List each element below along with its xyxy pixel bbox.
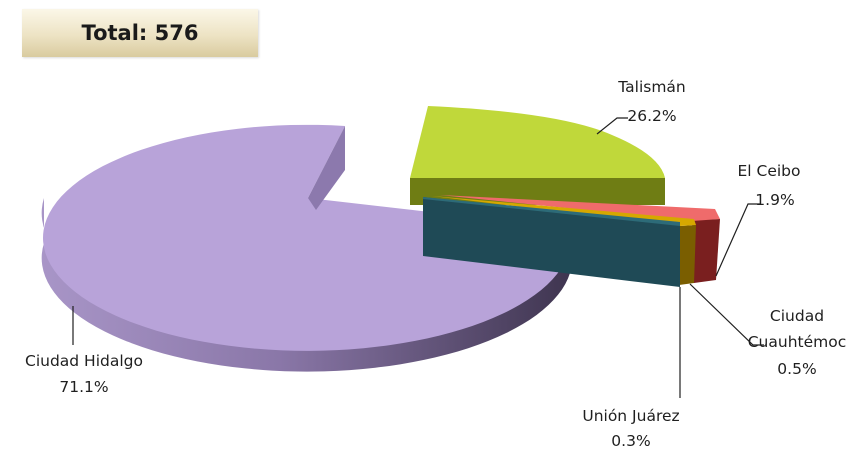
leader-line-el-ceibo xyxy=(715,203,760,277)
slice-ciudad-hidalgo xyxy=(41,124,571,372)
label-ciudad-cuauhtemoc-name-line2: Cuauhtémoc xyxy=(748,333,847,351)
slice-el-ceibo xyxy=(440,195,720,283)
label-union-juarez-value: 0.3% xyxy=(611,432,650,450)
label-talisman-name: Talismán xyxy=(617,78,686,96)
total-box: Total: 576 xyxy=(22,9,258,57)
label-union-juarez-name: Unión Juárez xyxy=(582,407,679,425)
label-ciudad-hidalgo-name: Ciudad Hidalgo xyxy=(25,352,143,370)
slice-ciudad-cuauhtemoc-side xyxy=(679,225,696,285)
slice-el-ceibo-side xyxy=(692,219,720,283)
total-label: Total: 576 xyxy=(81,21,199,45)
slice-union-juarez-side xyxy=(423,197,680,287)
slice-union-juarez-top xyxy=(423,197,680,226)
label-ciudad-hidalgo-value: 71.1% xyxy=(59,378,108,396)
slice-el-ceibo-top xyxy=(440,195,720,221)
slice-talisman-top xyxy=(410,106,665,178)
label-ciudad-cuauhtemoc-name-line1: Ciudad xyxy=(770,307,824,325)
label-talisman-value: 26.2% xyxy=(627,107,676,125)
slice-union-juarez xyxy=(423,197,680,287)
leader-line-ciudad-cuauhtemoc xyxy=(689,283,764,346)
slice-ciudad-hidalgo-top xyxy=(42,124,571,351)
label-el-ceibo-name: El Ceibo xyxy=(737,162,800,180)
label-el-ceibo-value: 1.9% xyxy=(755,191,794,209)
label-ciudad-cuauhtemoc-value: 0.5% xyxy=(777,360,816,378)
slice-ciudad-hidalgo-edge xyxy=(308,126,345,210)
leader-line-talisman xyxy=(596,117,628,135)
